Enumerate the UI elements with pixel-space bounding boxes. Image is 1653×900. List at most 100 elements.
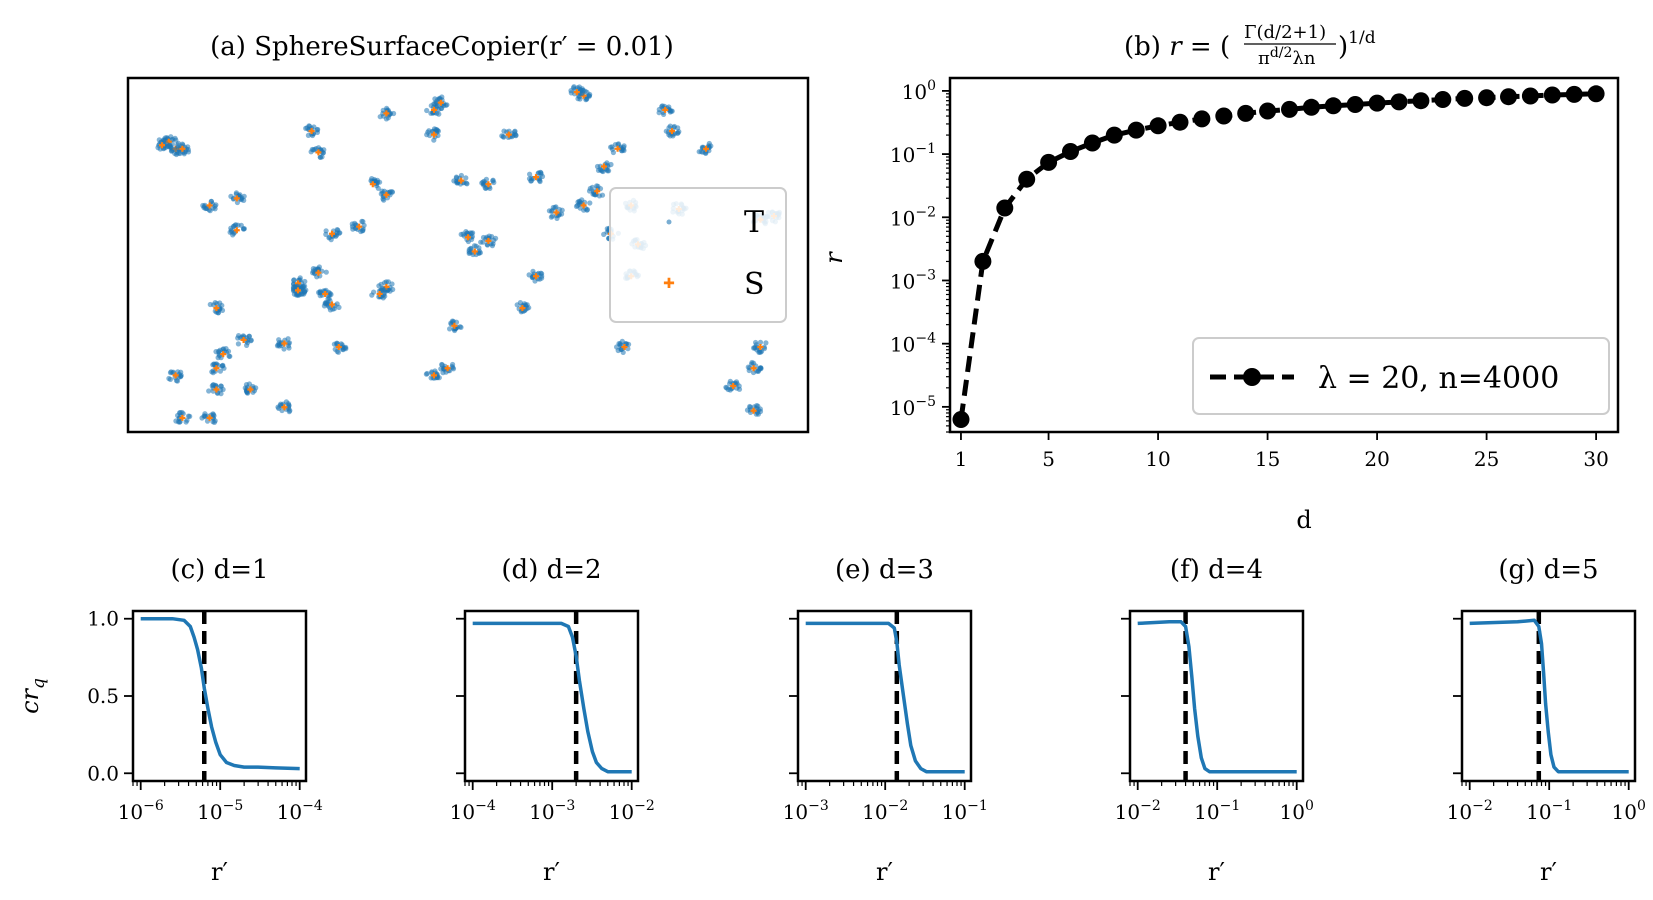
source-point bbox=[315, 149, 322, 156]
source-point bbox=[601, 163, 607, 170]
x-tick-label: 10−5 bbox=[197, 798, 243, 824]
target-point bbox=[755, 411, 762, 417]
target-point bbox=[424, 107, 430, 114]
x-tick-label: 10−3 bbox=[783, 798, 829, 824]
target-point bbox=[310, 268, 316, 274]
panel-d-title: (d) d=2 bbox=[501, 555, 601, 585]
source-point bbox=[322, 290, 329, 297]
panel-b-point bbox=[1324, 97, 1342, 115]
target-point bbox=[207, 301, 213, 308]
panel-e-xlabel: r′ bbox=[876, 858, 893, 886]
source-point bbox=[240, 336, 247, 343]
panel-b-point bbox=[1565, 85, 1583, 103]
source-point bbox=[580, 202, 587, 209]
target-point bbox=[321, 147, 327, 153]
panel-c-line-chart: (c) d=1 10−6 10−5 10−4 0.0 0.5 1.0 r′ crq bbox=[16, 555, 323, 886]
target-point bbox=[598, 167, 605, 173]
target-point bbox=[553, 204, 559, 210]
panel-f-frame bbox=[1128, 609, 1305, 783]
target-point bbox=[568, 90, 574, 96]
source-point bbox=[281, 404, 288, 411]
source-point bbox=[308, 128, 315, 135]
panel-a-legend: T ✚ S bbox=[609, 187, 787, 323]
target-point bbox=[755, 368, 761, 374]
panel-b-ylabel: r bbox=[820, 251, 848, 264]
x-tick-label: 10 bbox=[1145, 447, 1170, 471]
target-point bbox=[757, 339, 764, 345]
x-tick-label: 10−6 bbox=[118, 798, 164, 824]
target-point bbox=[501, 128, 507, 134]
target-point bbox=[514, 302, 520, 308]
target-point bbox=[439, 361, 445, 368]
target-point bbox=[663, 128, 669, 134]
source-point bbox=[179, 414, 186, 421]
target-point bbox=[621, 143, 627, 149]
target-point bbox=[604, 226, 610, 232]
target-point bbox=[172, 146, 178, 152]
target-point bbox=[433, 126, 439, 133]
panel-b-line-chart: (b) r = ( Γ(d/2+1) πd/2λn )1/d 1 5 10 15 20 2… bbox=[820, 22, 1620, 534]
target-point bbox=[211, 413, 217, 419]
target-point bbox=[285, 404, 292, 410]
source-point bbox=[703, 145, 709, 152]
target-point bbox=[453, 174, 459, 180]
panel-b-xlabel: d bbox=[1296, 506, 1311, 534]
panel-g-line-chart: (g) d=5 10−2 10−1 100 r′ bbox=[1447, 555, 1646, 886]
source-point bbox=[431, 372, 437, 379]
target-point bbox=[434, 110, 440, 116]
target-point bbox=[301, 289, 308, 295]
source-point bbox=[444, 365, 451, 372]
target-point bbox=[220, 362, 226, 368]
target-point bbox=[206, 388, 212, 394]
target-point bbox=[281, 346, 287, 352]
panel-b-point bbox=[1412, 92, 1430, 110]
source-point bbox=[485, 181, 492, 188]
panel-g-curve bbox=[1469, 618, 1629, 774]
target-point bbox=[302, 278, 308, 285]
x-tick-label: 5 bbox=[1042, 447, 1055, 471]
target-point bbox=[379, 286, 385, 292]
source-point bbox=[669, 128, 675, 135]
target-point bbox=[675, 125, 681, 131]
x-tick-label: 100 bbox=[1612, 798, 1646, 824]
source-point bbox=[553, 209, 560, 216]
y-tick-label: 10−4 bbox=[890, 331, 936, 357]
panel-b-point bbox=[1521, 87, 1539, 105]
panel-b-point bbox=[1543, 86, 1561, 104]
x-tick-label: 10−1 bbox=[1194, 798, 1240, 824]
panel-b-series bbox=[952, 85, 1605, 428]
panel-b-point bbox=[1105, 126, 1123, 144]
target-point bbox=[447, 326, 453, 332]
panel-b-point bbox=[1237, 104, 1255, 122]
source-point bbox=[233, 227, 240, 234]
source-point bbox=[533, 273, 539, 280]
source-point bbox=[172, 372, 179, 379]
target-point bbox=[210, 382, 216, 388]
panel-a-points bbox=[155, 84, 783, 425]
panel-b-point bbox=[1171, 113, 1189, 131]
target-point bbox=[752, 345, 758, 351]
source-point bbox=[614, 145, 621, 152]
target-point bbox=[755, 403, 761, 409]
target-point bbox=[210, 368, 216, 374]
source-point bbox=[662, 106, 669, 113]
target-point bbox=[746, 367, 752, 374]
source-point bbox=[451, 322, 458, 329]
x-tick-label: 10−2 bbox=[1447, 798, 1493, 824]
source-point bbox=[519, 305, 526, 312]
y-tick-label: 100 bbox=[902, 78, 936, 104]
target-point bbox=[546, 208, 553, 214]
target-point bbox=[383, 116, 389, 122]
target-point bbox=[433, 99, 439, 105]
target-point bbox=[469, 230, 475, 236]
target-point bbox=[548, 214, 555, 220]
panel-b-point bbox=[1587, 85, 1605, 103]
target-point bbox=[493, 235, 499, 241]
target-point bbox=[579, 197, 585, 203]
target-point bbox=[206, 207, 212, 213]
source-point bbox=[458, 177, 465, 184]
target-point bbox=[185, 149, 192, 155]
y-tick-label: 10−1 bbox=[890, 141, 936, 167]
